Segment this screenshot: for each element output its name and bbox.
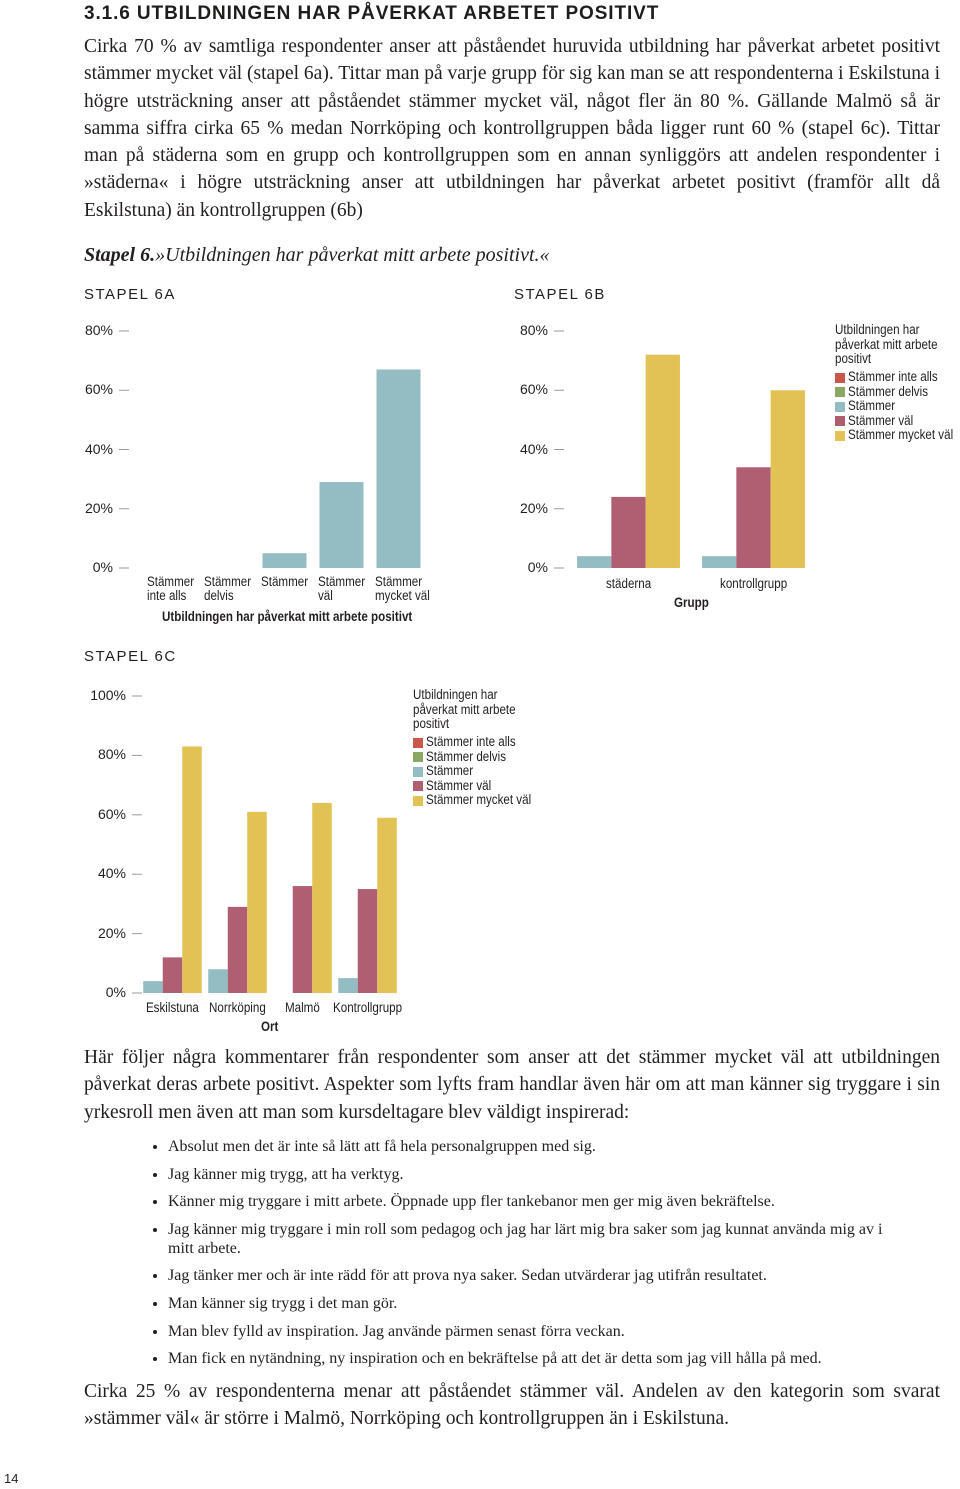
x-tick-label: Eskilstuna [146,1000,199,1015]
legend-label: Stämmer väl [848,412,914,428]
y-tick-label: 20% [84,499,113,516]
bar [770,390,805,568]
bullet: Känner mig tryggare i mitt arbete. Öppna… [168,1192,908,1211]
bullet: Man känner sig trygg i det man gör. [168,1294,908,1313]
bar [292,886,313,993]
bar [357,889,378,993]
bar [377,817,397,993]
legend-swatch [413,737,423,748]
bar [376,369,421,568]
bar [736,467,771,568]
bullet: Jag känner mig tryggare i min roll som p… [168,1220,908,1258]
legend-label: Stämmer inte alls [848,369,938,384]
paragraph: Cirka 70 % av samtliga respondenter anse… [84,36,940,221]
legend-label: Stämmer väl [426,777,492,793]
x-axis-label: Grupp [674,595,710,610]
bar [162,957,183,993]
bar [319,482,364,568]
legend-label: Stämmer inte alls [426,734,516,749]
paragraph: Här följer några kommentarer från respon… [84,1047,940,1123]
bar [702,556,737,568]
bar [227,906,248,993]
x-tick-label: kontrollgrupp [719,576,788,591]
caption: Stapel 6.»Utbildningen har påverkat mitt… [84,244,550,267]
bar [262,553,307,568]
y-tick-label: 0% [92,559,113,575]
bar [143,981,163,993]
bullet: Absolut men det är inte så lätt att få h… [168,1137,908,1156]
chart-title: STAPEL 6C [84,648,177,665]
caption-label: Stapel 6. [84,244,156,266]
y-tick-label: 0% [105,984,126,1000]
y-tick-label: 80% [519,322,548,338]
legend-label: Stämmer [848,398,896,413]
legend-swatch [413,766,423,777]
x-tick-label: Stämmer inte alls [147,574,195,603]
bullet: Man fick en nytändning, ny inspiration o… [168,1349,908,1368]
legend-swatch [835,387,845,397]
bullet-list: Absolut men det är inte så lätt att få h… [140,1137,908,1377]
chart-title: STAPEL 6A [84,286,176,303]
bullet: Jag tänker mer och är inte rädd för att … [168,1266,908,1285]
y-tick-label: 80% [84,322,113,338]
legend-label: Stämmer delvis [848,383,929,399]
x-axis-label: Utbildningen har påverkat mitt arbete po… [161,609,413,624]
legend-title: Utbildningen har påverkat mitt arbete po… [835,322,938,366]
legend-swatch [835,430,845,441]
y-tick-label: 40% [97,865,126,882]
bar [208,969,228,993]
y-tick-label: 0% [527,559,548,575]
legend-swatch [413,752,423,762]
legend-swatch [835,372,845,383]
x-tick-label: Malmö [285,1000,320,1015]
y-tick-label: 80% [97,746,126,763]
x-tick-label: städerna [605,576,652,591]
y-tick-label: 40% [519,440,548,457]
y-tick-label: 40% [84,440,113,457]
legend-title: Utbildningen har påverkat mitt arbete po… [413,687,516,731]
heading: 3.1.6 UTBILDNINGEN HAR PÅVERKAT ARBETET … [84,3,660,24]
x-tick-label: Stämmer väl [318,574,366,603]
x-tick-label: Norrköping [209,1000,266,1015]
caption-text: »Utbildningen har påverkat mitt arbete p… [155,244,550,266]
legend-swatch [413,795,423,806]
x-axis-label: Ort [261,1019,279,1034]
legend-label: Stämmer delvis [426,748,507,764]
legend-swatch [835,401,845,412]
bar [247,811,267,993]
x-tick-label: Stämmer [261,574,309,589]
legend-swatch [835,416,845,426]
bar [312,802,332,993]
x-tick-label: Stämmer delvis [204,574,252,603]
y-tick-label: 20% [519,499,548,516]
bar [611,496,646,568]
page-number: 14 [4,1471,19,1486]
legend-label: Stämmer mycket väl [848,427,954,442]
chart-title: STAPEL 6B [514,286,606,303]
bar [577,556,612,568]
y-tick-label: 60% [84,381,113,398]
legend-swatch [413,781,423,791]
y-tick-label: 60% [97,805,126,822]
x-tick-label: Stämmer mycket väl [375,574,430,603]
bullet: Jag känner mig trygg, att ha verktyg. [168,1165,908,1184]
bar [645,354,680,568]
bar [182,746,202,993]
y-tick-label: 100% [90,687,126,703]
paragraph: Cirka 25 % av respondenterna menar att p… [84,1381,940,1430]
x-tick-label: Kontrollgrupp [333,1000,403,1015]
legend-label: Stämmer mycket väl [426,792,532,807]
legend-label: Stämmer [426,763,474,778]
bullet: Man blev fylld av inspiration. Jag använ… [168,1322,908,1341]
y-tick-label: 60% [519,381,548,398]
bar [338,978,358,993]
y-tick-label: 20% [97,924,126,941]
